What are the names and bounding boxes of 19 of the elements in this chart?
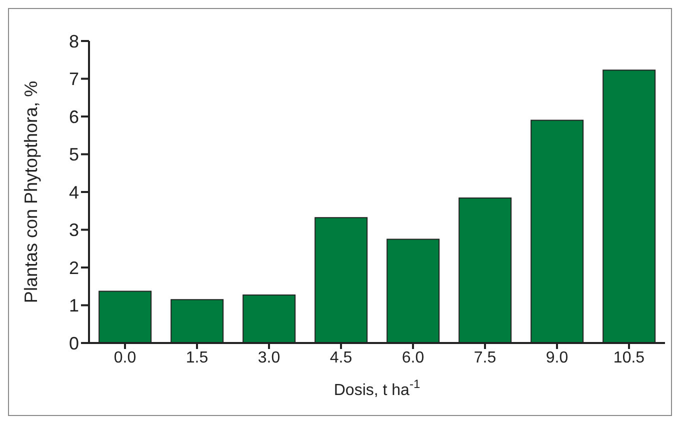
y-tick-label: 1 [68, 296, 79, 316]
x-tick-label: 7.5 [474, 349, 496, 366]
y-tick-label: 5 [68, 144, 79, 165]
x-tick-label: 0.0 [114, 349, 136, 366]
x-tick-label: 1.5 [186, 349, 208, 366]
y-tick-label: 3 [68, 220, 79, 240]
y-tick-label: 0 [68, 333, 79, 354]
y-tick-label: 4 [68, 182, 79, 202]
x-tick-label: 10.5 [613, 349, 645, 366]
y-axis-title: Plantas con Phytopthora, % [21, 80, 41, 304]
x-axis-title: Dosis, t ha$^{-1}$ [334, 377, 420, 399]
y-tick-label: 8 [68, 31, 79, 52]
y-tick-label: 6 [68, 106, 79, 127]
x-tick-label: 4.5 [330, 349, 352, 366]
x-tick-label: 9.0 [546, 349, 568, 366]
x-tick-label: 3.0 [258, 349, 280, 366]
x-tick-label: 6.0 [402, 349, 424, 366]
y-tick-label: 2 [68, 258, 79, 278]
y-tick-label: 7 [68, 69, 79, 90]
